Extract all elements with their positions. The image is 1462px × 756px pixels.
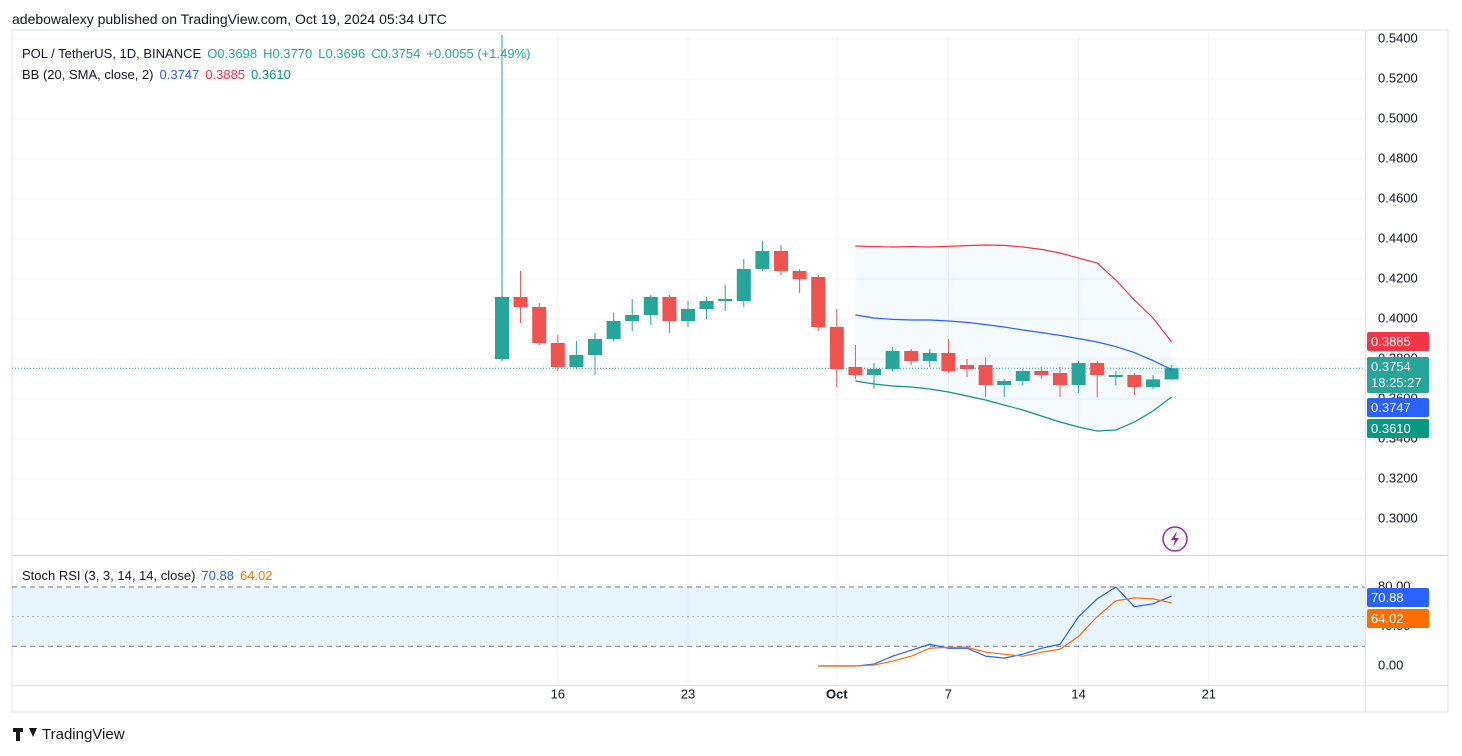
ohlc-open: O0.3698 — [207, 46, 258, 61]
y-tick-label: 0.4600 — [1378, 190, 1418, 205]
bb-upper-badge: 0.3885 — [1367, 332, 1429, 351]
logo-mark — [13, 728, 37, 741]
candle-body — [643, 297, 658, 315]
y-tick-label: 0.4400 — [1378, 230, 1418, 245]
candle-body — [997, 381, 1012, 385]
stoch-d-badge: 64.02 — [1367, 609, 1429, 628]
candle-body — [1127, 375, 1142, 387]
candle-body — [699, 301, 714, 309]
candle-body — [1034, 371, 1049, 375]
x-tick-label: 14 — [1071, 686, 1085, 701]
stoch-line — [818, 586, 1172, 667]
chart-frame — [11, 29, 1449, 713]
symbol-title: POL / TetherUS, 1D, BINANCE — [22, 46, 202, 61]
candle-body — [960, 365, 974, 369]
x-tick-label: Oct — [826, 686, 848, 701]
candle-body — [681, 309, 695, 321]
bb-line — [855, 314, 1172, 371]
candle-body — [1146, 379, 1160, 387]
stoch-k-badge: 70.88 — [1367, 588, 1429, 607]
x-tick-label: 21 — [1202, 686, 1216, 701]
bb-lower-value: 0.3610 — [251, 67, 291, 82]
y-tick-label: 0.5000 — [1378, 110, 1418, 125]
candle-body — [1108, 375, 1123, 377]
candle-body — [941, 353, 956, 371]
y-tick-label: 0.00 — [1378, 657, 1403, 672]
countdown: 18:25:27 — [1371, 375, 1422, 390]
candle-body — [513, 297, 528, 307]
candle-body — [532, 307, 547, 343]
candle-body — [755, 251, 770, 269]
bb-fill — [855, 245, 1172, 431]
candle-body — [662, 297, 677, 321]
candle-body — [625, 315, 640, 321]
candle-body — [1071, 363, 1086, 385]
x-tick-label: 16 — [551, 686, 565, 701]
price-badge-value: 0.3754 — [1371, 359, 1411, 374]
candle-body — [792, 271, 807, 279]
bb-lower-badge: 0.3610 — [1367, 419, 1429, 438]
candle-body — [774, 251, 788, 271]
footer-logo — [13, 728, 37, 741]
bb-basis-badge: 0.3747 — [1367, 398, 1429, 417]
bb-upper-value: 0.3885 — [205, 67, 246, 82]
y-tick-label: 0.4200 — [1378, 270, 1418, 285]
bb-line — [855, 244, 1173, 343]
stoch-k-value: 70.88 — [201, 568, 234, 583]
footer-brand: TradingView — [42, 726, 125, 743]
stoch-title: Stoch RSI (3, 3, 14, 14, close) — [22, 568, 196, 583]
candle-body — [978, 365, 993, 385]
candle-body — [885, 351, 900, 369]
candle-body — [1053, 373, 1067, 385]
candle-body — [811, 277, 826, 327]
stoch-line — [818, 597, 1172, 667]
stoch-d-value: 64.02 — [239, 568, 273, 583]
symbol-legend: POL / TetherUS, 1D, BINANCE O0.3698 H0.377… — [22, 46, 536, 61]
stoch-legend: Stoch RSI (3, 3, 14, 14, close) 70.88 64.0… — [22, 568, 279, 583]
x-tick-label: 7 — [945, 686, 952, 701]
candle-body — [904, 351, 919, 361]
candle-body — [1090, 363, 1105, 375]
y-tick-label: 0.5400 — [1378, 30, 1418, 45]
candle-body — [550, 343, 565, 367]
x-tick-label: 23 — [681, 686, 695, 701]
y-tick-label: 0.5200 — [1378, 70, 1418, 85]
event-icon-bolt — [1171, 531, 1179, 547]
y-tick-label: 0.3200 — [1378, 470, 1418, 485]
ohlc-change: +0.0055 (+1.49%) — [426, 46, 531, 61]
bb-title: BB (20, SMA, close, 2) — [22, 67, 154, 82]
candle-body — [606, 321, 621, 339]
ohlc-low: L0.3696 — [318, 46, 366, 61]
ohlc-close: C0.3754 — [371, 46, 421, 61]
bb-legend: BB (20, SMA, close, 2) 0.3747 0.3885 0.3610 — [22, 67, 297, 82]
ohlc-high: H0.3770 — [263, 46, 313, 61]
candle-body — [867, 369, 881, 375]
candle-body — [495, 297, 509, 359]
candle-body — [569, 355, 584, 367]
price-badge: 0.3754 18:25:27 — [1367, 357, 1429, 393]
y-tick-label: 0.3000 — [1378, 510, 1418, 525]
y-tick-label: 0.4000 — [1378, 310, 1418, 325]
candle-body — [588, 339, 602, 355]
candle-body — [718, 299, 733, 301]
publisher-header: adebowalexy published on TradingView.com… — [12, 11, 447, 27]
candle-body — [922, 353, 937, 361]
candle-body — [848, 367, 863, 375]
candle-body — [1164, 368, 1179, 380]
bb-basis-value: 0.3747 — [159, 67, 200, 82]
candle-body — [736, 269, 751, 301]
y-tick-label: 0.4800 — [1378, 150, 1418, 165]
candle-body — [1015, 371, 1030, 381]
candle-body — [829, 327, 844, 369]
bb-line — [855, 380, 1172, 432]
